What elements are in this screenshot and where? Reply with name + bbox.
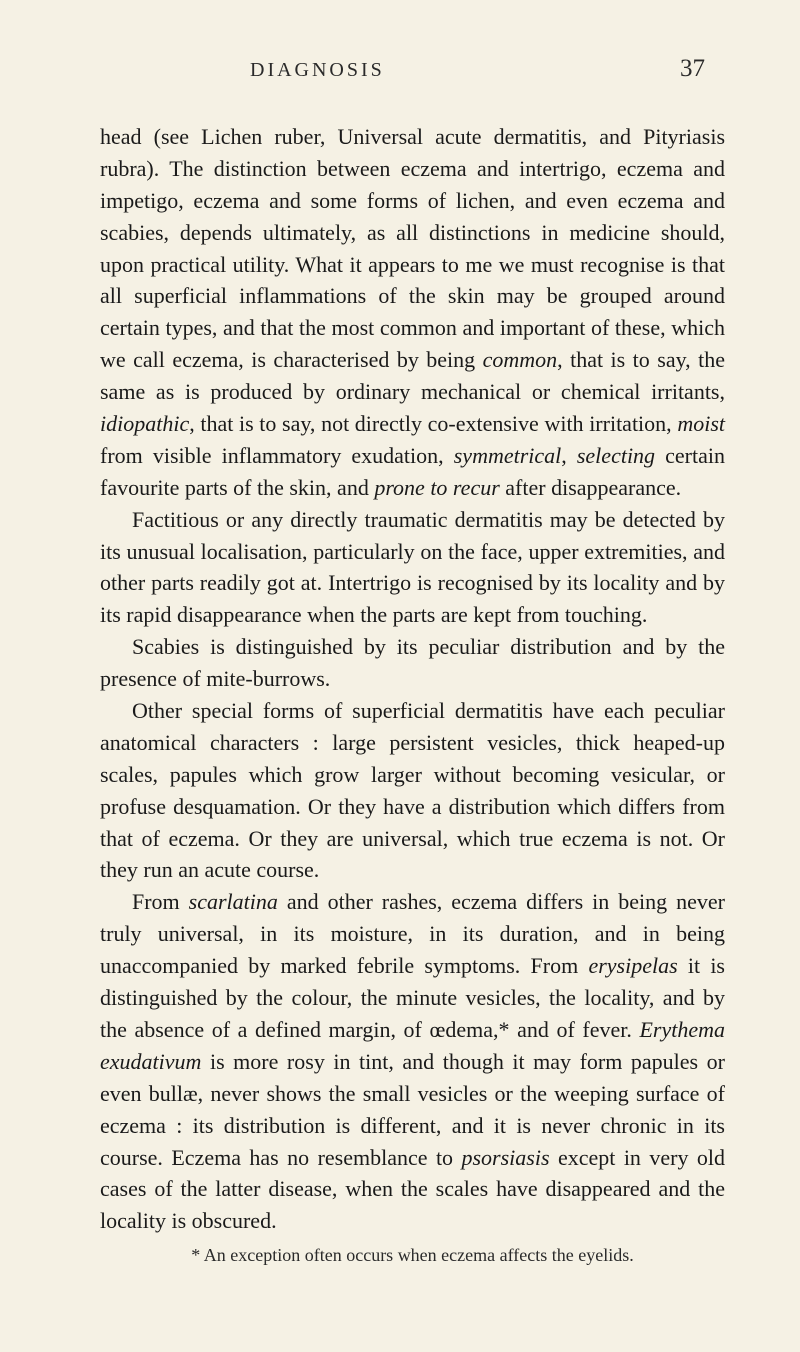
page-number: 37: [680, 55, 705, 83]
paragraph-5: From scarlatina and other rashes, eczema…: [100, 886, 725, 1237]
page-header: DIAGNOSIS 37: [100, 55, 725, 83]
paragraph-1: head (see Lichen ruber, Universal acute …: [100, 121, 725, 504]
paragraph-4: Other special forms of superficial derma…: [100, 695, 725, 886]
paragraph-2: Factitious or any directly traumatic der…: [100, 504, 725, 632]
paragraph-3: Scabies is distinguished by its peculiar…: [100, 631, 725, 695]
header-title: DIAGNOSIS: [250, 59, 385, 82]
footnote: * An exception often occurs when eczema …: [100, 1245, 725, 1266]
body-text: head (see Lichen ruber, Universal acute …: [100, 121, 725, 1237]
page-container: DIAGNOSIS 37 head (see Lichen ruber, Uni…: [0, 0, 800, 1352]
